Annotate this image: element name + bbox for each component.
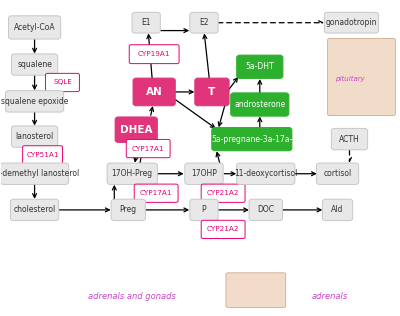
Text: adrenals: adrenals — [312, 292, 348, 301]
Text: Ald: Ald — [331, 205, 344, 215]
FancyBboxPatch shape — [12, 54, 58, 75]
Text: CYP17A1: CYP17A1 — [132, 146, 164, 152]
FancyBboxPatch shape — [46, 73, 80, 92]
Text: DOC: DOC — [257, 205, 274, 215]
FancyBboxPatch shape — [12, 126, 58, 147]
Text: pituitary: pituitary — [335, 76, 364, 82]
Text: gonadotropin: gonadotropin — [326, 18, 377, 27]
FancyBboxPatch shape — [8, 16, 61, 39]
Text: CYP21A2: CYP21A2 — [207, 227, 239, 232]
FancyBboxPatch shape — [201, 220, 245, 239]
FancyBboxPatch shape — [185, 163, 223, 185]
Text: adrenals and gonads: adrenals and gonads — [88, 292, 176, 301]
FancyBboxPatch shape — [115, 117, 157, 143]
FancyBboxPatch shape — [249, 199, 282, 221]
FancyBboxPatch shape — [328, 39, 395, 116]
Text: SQLE: SQLE — [53, 80, 72, 86]
Text: Preg: Preg — [120, 205, 137, 215]
Text: E2: E2 — [199, 18, 209, 27]
Text: squalene: squalene — [17, 60, 52, 69]
Text: CYP17A1: CYP17A1 — [140, 190, 172, 196]
FancyBboxPatch shape — [322, 199, 353, 221]
Text: CYP21A2: CYP21A2 — [207, 190, 239, 196]
Text: 5a-pregnane-3a-17a-: 5a-pregnane-3a-17a- — [211, 135, 292, 144]
FancyBboxPatch shape — [201, 184, 245, 202]
FancyBboxPatch shape — [10, 199, 59, 221]
FancyBboxPatch shape — [237, 55, 283, 78]
FancyBboxPatch shape — [23, 146, 62, 164]
FancyBboxPatch shape — [190, 12, 218, 33]
Text: 17OHP: 17OHP — [191, 169, 217, 178]
FancyBboxPatch shape — [134, 184, 178, 202]
FancyBboxPatch shape — [195, 78, 229, 106]
Text: CYP51A1: CYP51A1 — [26, 152, 59, 158]
FancyBboxPatch shape — [190, 199, 218, 221]
FancyBboxPatch shape — [237, 163, 295, 185]
Text: CYP19A1: CYP19A1 — [138, 51, 170, 57]
FancyBboxPatch shape — [226, 273, 286, 307]
Text: 17OH-Preg: 17OH-Preg — [112, 169, 153, 178]
FancyBboxPatch shape — [107, 163, 157, 185]
Text: Acetyl-CoA: Acetyl-CoA — [14, 23, 55, 32]
FancyBboxPatch shape — [133, 78, 175, 106]
FancyBboxPatch shape — [6, 91, 64, 112]
Text: cholesterol: cholesterol — [14, 205, 56, 215]
Text: androsterone: androsterone — [234, 100, 286, 109]
FancyBboxPatch shape — [129, 45, 179, 64]
Text: 14-demethyl lanosterol: 14-demethyl lanosterol — [0, 169, 79, 178]
Text: squalene epoxide: squalene epoxide — [1, 97, 68, 106]
Text: 11-deoxycortisol: 11-deoxycortisol — [234, 169, 298, 178]
FancyBboxPatch shape — [0, 163, 69, 185]
FancyBboxPatch shape — [111, 199, 145, 221]
FancyBboxPatch shape — [231, 93, 289, 116]
Text: E1: E1 — [142, 18, 151, 27]
FancyBboxPatch shape — [212, 127, 292, 151]
FancyBboxPatch shape — [316, 163, 359, 185]
Text: cortisol: cortisol — [323, 169, 352, 178]
Text: AN: AN — [146, 87, 162, 97]
Text: lanosterol: lanosterol — [16, 132, 54, 141]
FancyBboxPatch shape — [331, 128, 368, 150]
Text: DHEA: DHEA — [120, 125, 152, 135]
FancyBboxPatch shape — [324, 12, 378, 33]
Text: P: P — [202, 205, 206, 215]
FancyBboxPatch shape — [132, 12, 160, 33]
Text: T: T — [208, 87, 216, 97]
FancyBboxPatch shape — [126, 139, 170, 158]
Text: ACTH: ACTH — [339, 135, 360, 144]
Text: 5a-DHT: 5a-DHT — [246, 62, 274, 71]
